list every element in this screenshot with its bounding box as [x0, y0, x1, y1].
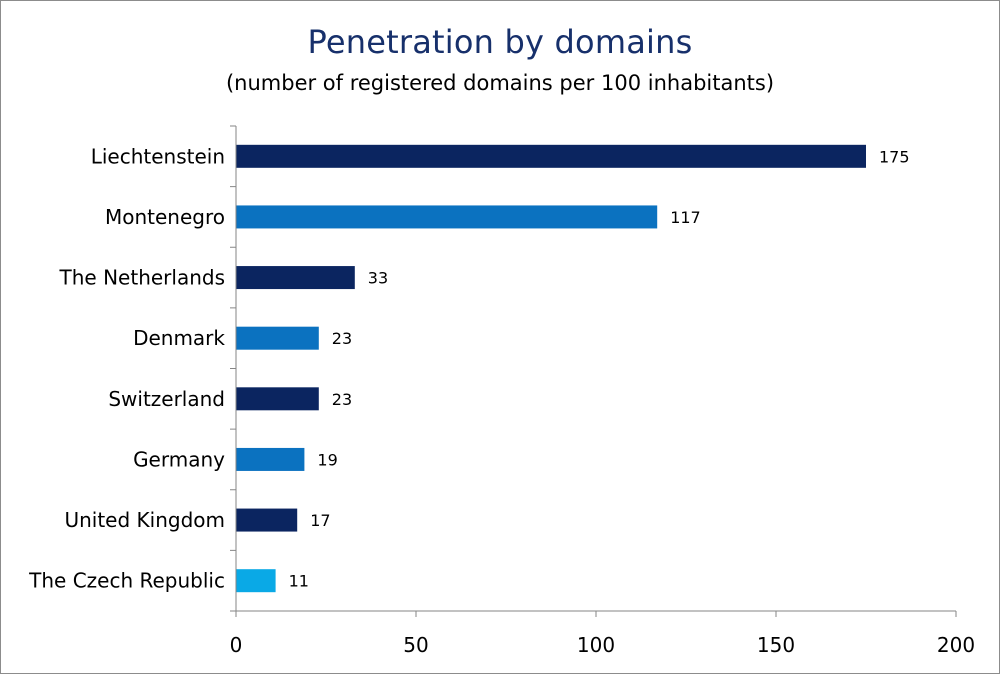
chart-title: Penetration by domains	[307, 23, 693, 61]
data-label-7: 11	[289, 572, 309, 591]
data-label-6: 17	[310, 511, 330, 530]
data-label-1: 117	[670, 208, 701, 227]
x-tick-label-4: 200	[937, 633, 975, 657]
bar-4	[236, 387, 319, 411]
category-label-0: Liechtenstein	[91, 144, 225, 168]
data-label-0: 175	[879, 147, 910, 166]
axes-layer: Liechtenstein 175 Montenegro 117 The Netherl…	[28, 125, 975, 657]
category-label-1: Montenegro	[105, 205, 225, 229]
bar-0	[236, 144, 866, 168]
category-label-3: Denmark	[133, 326, 225, 350]
chart-subtitle: (number of registered domains per 100 in…	[225, 71, 775, 95]
x-tick-label-2: 100	[577, 633, 615, 657]
category-label-6: United Kingdom	[64, 508, 225, 532]
category-label-2: The Netherlands	[59, 266, 225, 290]
category-label-5: Germany	[133, 447, 225, 471]
x-tick-label-0: 0	[230, 633, 243, 657]
category-label-4: Switzerland	[108, 387, 225, 411]
bar-3	[236, 326, 319, 350]
data-label-5: 19	[317, 450, 337, 469]
category-label-7: The Czech Republic	[28, 569, 225, 593]
bar-1	[236, 205, 658, 229]
x-tick-label-1: 50	[403, 633, 428, 657]
bar-6	[236, 508, 298, 532]
bar-5	[236, 447, 305, 471]
bar-7	[236, 569, 276, 593]
bar-2	[236, 266, 355, 290]
data-label-2: 33	[368, 269, 388, 288]
data-label-3: 23	[332, 329, 352, 348]
bars-layer	[236, 144, 866, 593]
x-tick-label-3: 150	[757, 633, 795, 657]
data-label-4: 23	[332, 390, 352, 409]
